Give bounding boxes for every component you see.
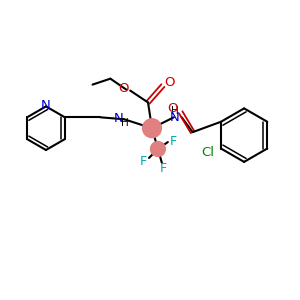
- Circle shape: [151, 142, 165, 156]
- Text: F: F: [159, 162, 167, 175]
- Text: F: F: [140, 155, 147, 168]
- Circle shape: [142, 119, 161, 138]
- Text: H: H: [122, 118, 129, 128]
- Text: O: O: [165, 76, 175, 89]
- Text: H: H: [171, 106, 178, 116]
- Text: F: F: [170, 135, 177, 148]
- Text: Cl: Cl: [202, 146, 214, 159]
- Text: O: O: [167, 102, 178, 115]
- Text: N: N: [170, 111, 180, 124]
- Text: O: O: [118, 82, 128, 95]
- Text: N: N: [113, 112, 123, 125]
- Text: N: N: [41, 99, 51, 112]
